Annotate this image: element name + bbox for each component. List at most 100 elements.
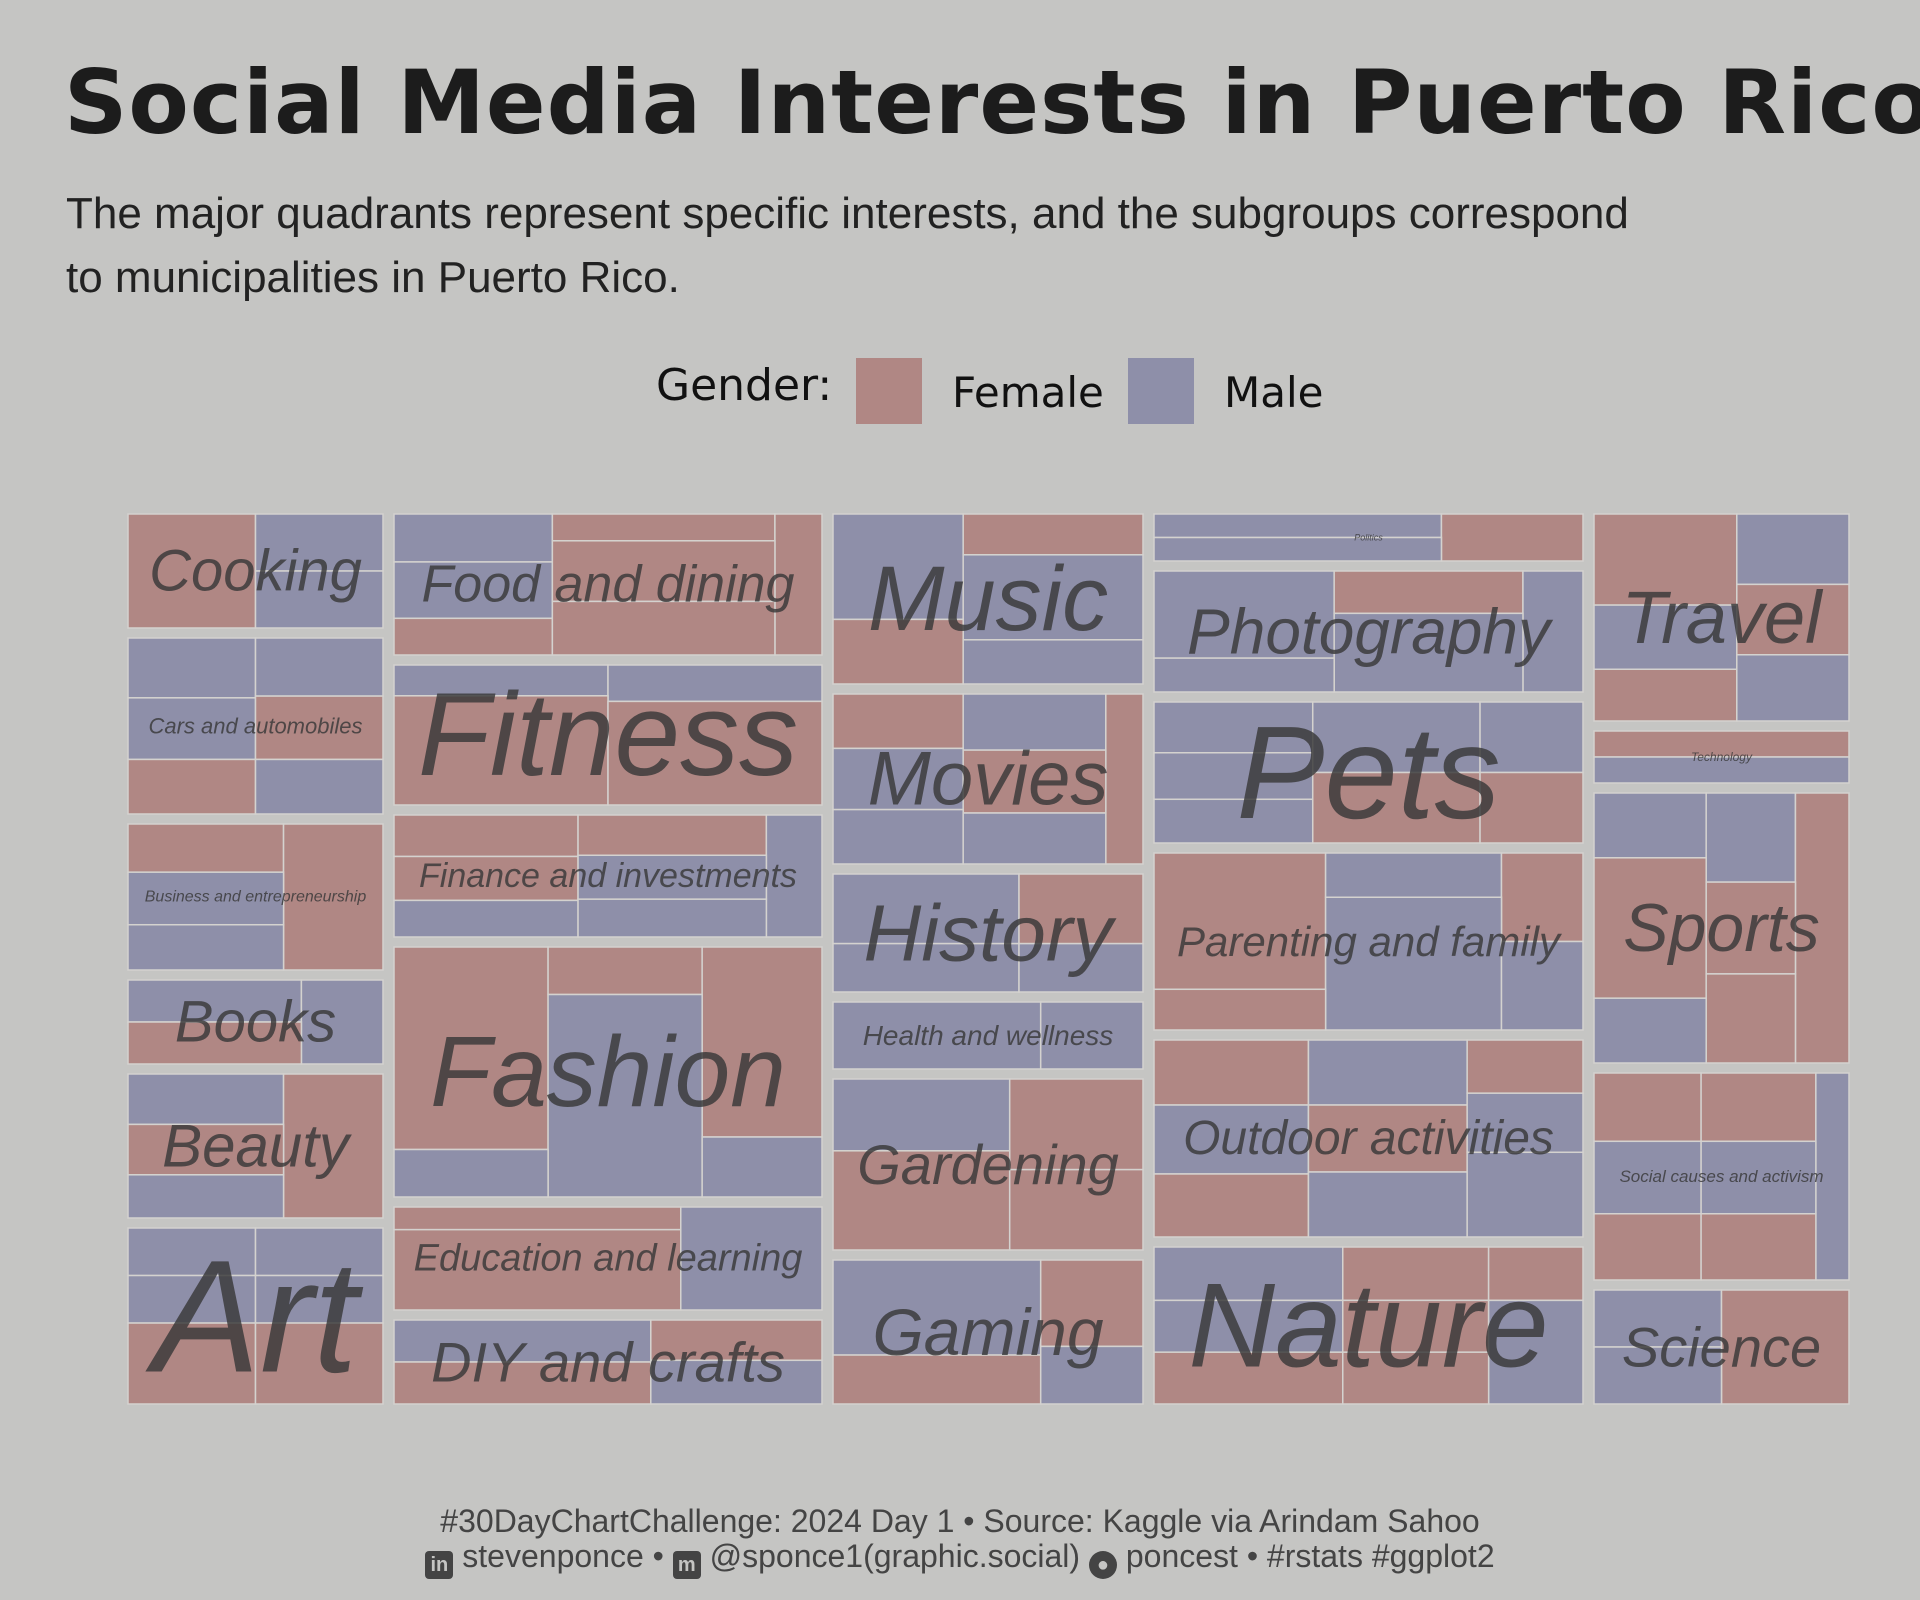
tile-label: Education and learning [414,1238,803,1280]
tile-label: Science [1622,1316,1821,1379]
subgroup-female [1440,513,1584,562]
subgroup-male [1311,701,1481,774]
tile-label: Finance and investments [419,857,797,895]
subgroup-female [1008,1078,1144,1171]
subgroup-female [774,513,823,656]
subgroup-male [127,697,257,761]
tile-business-and-entrepreneurship: Business and entrepreneurship [127,823,384,971]
subgroup-female [1479,771,1584,844]
legend: Gender: Female Male [0,352,1920,432]
tile-label: Parenting and family [1177,918,1563,965]
linkedin-icon: in [425,1551,454,1579]
subgroup-male [254,1274,384,1324]
subgroup-female [1311,771,1481,844]
caption-line-1: #30DayChartChallenge: 2024 Day 1 • Sourc… [440,1503,1480,1539]
tile-beauty: Beauty [127,1073,384,1219]
subgroup-female [551,600,776,656]
caption-github: poncest • #rstats #ggplot2 [1125,1538,1495,1574]
tile-cars-and-automobiles: Cars and automobiles [127,637,384,815]
subgroup-male [1487,1299,1584,1405]
subgroup-male [832,747,964,811]
subgroup-male [254,513,384,572]
tile-photography: Photography [1153,570,1584,693]
legend-label-female: Female [952,368,1104,417]
subgroup-male [1039,1345,1144,1405]
subgroup-male [300,979,384,1065]
subgroup-female [1593,1213,1702,1281]
subgroup-male [254,758,384,815]
subgroup-male [1153,536,1443,562]
subgroup-male [1593,997,1707,1064]
subgroup-male [127,979,303,1023]
tile-label: Books [175,990,336,1055]
subgroup-male [1039,1001,1144,1070]
tile-travel: Travel [1593,513,1850,722]
subgroup-female [1487,1246,1584,1302]
subgroup-female [1018,873,1144,945]
subgroup-male [1593,1346,1723,1405]
subgroup-female [282,823,384,971]
subgroup-female [1342,1351,1490,1405]
treemap-chart: Cooking Cars and automobiles Business and … [127,513,1850,1406]
subgroup-male [680,1206,823,1311]
subgroup-male [1736,654,1850,722]
subgroup-male [1700,1140,1817,1215]
tile-label: Movies [868,737,1109,822]
subgroup-male [832,513,964,621]
subgroup-male [1593,1289,1723,1348]
subgroup-female [547,946,703,996]
subgroup-female [1153,1351,1344,1405]
subgroup-male [393,513,554,563]
subgroup-female [127,1322,257,1405]
subgroup-male [832,1078,1011,1152]
tile-food-and-dining: Food and dining [393,513,823,656]
tile-technology: Technology [1593,730,1850,784]
tile-label: Gardening [857,1133,1119,1196]
subgroup-female [393,1206,682,1231]
subgroup-female [282,1073,384,1219]
subgroup-female [832,1150,1011,1251]
tile-label: History [864,889,1118,978]
subgroup-female [1008,1168,1144,1251]
subgroup-female [1153,988,1327,1031]
subgroup-male [1153,701,1314,754]
legend-swatch-female [856,358,922,424]
tile-label: Outdoor activities [1183,1112,1554,1165]
tile-label: Business and entrepreneurship [145,889,367,906]
subgroup-female [127,823,285,873]
tile-sports: Sports [1593,792,1850,1064]
subgroup-male [832,1001,1042,1070]
subgroup-female [832,693,964,750]
legend-title: Gender: [656,360,833,411]
subgroup-male [393,899,579,938]
tile-outdoor-activities: Outdoor activities [1153,1039,1584,1238]
subgroup-female [1039,1259,1144,1348]
subgroup-female [607,700,823,806]
subgroup-male [254,1227,384,1277]
tile-label: Nature [1188,1259,1548,1393]
subgroup-male [1479,701,1584,774]
subgroup-male [1153,513,1443,539]
tile-finance-and-investments: Finance and investments [393,814,823,938]
caption-linkedin: stevenponce • [462,1538,664,1574]
subgroup-male [1466,1092,1584,1154]
subgroup-female [1700,1072,1817,1143]
tile-label: Pets [1236,699,1500,846]
subgroup-male [127,1073,285,1126]
tile-label: Music [868,548,1108,650]
tile-label: Beauty [162,1113,353,1180]
tile-label: Fitness [418,669,798,801]
tile-label: Art [145,1227,363,1406]
tile-books: Books [127,979,384,1065]
caption-mastodon: @sponce1(graphic.social) [709,1538,1081,1574]
subgroup-male [577,898,768,938]
subgroup-male [1593,604,1738,671]
subgroup-male [832,1259,1042,1356]
github-icon: ● [1088,1551,1117,1579]
subgroup-male [1705,792,1797,883]
tile-label: Social causes and activism [1619,1167,1823,1186]
subgroup-male [393,1148,549,1198]
tile-cooking: Cooking [127,513,384,629]
tile-label: Health and wellness [863,1020,1114,1051]
chart-title: Social Media Interests in Puerto Rico [64,51,1920,154]
